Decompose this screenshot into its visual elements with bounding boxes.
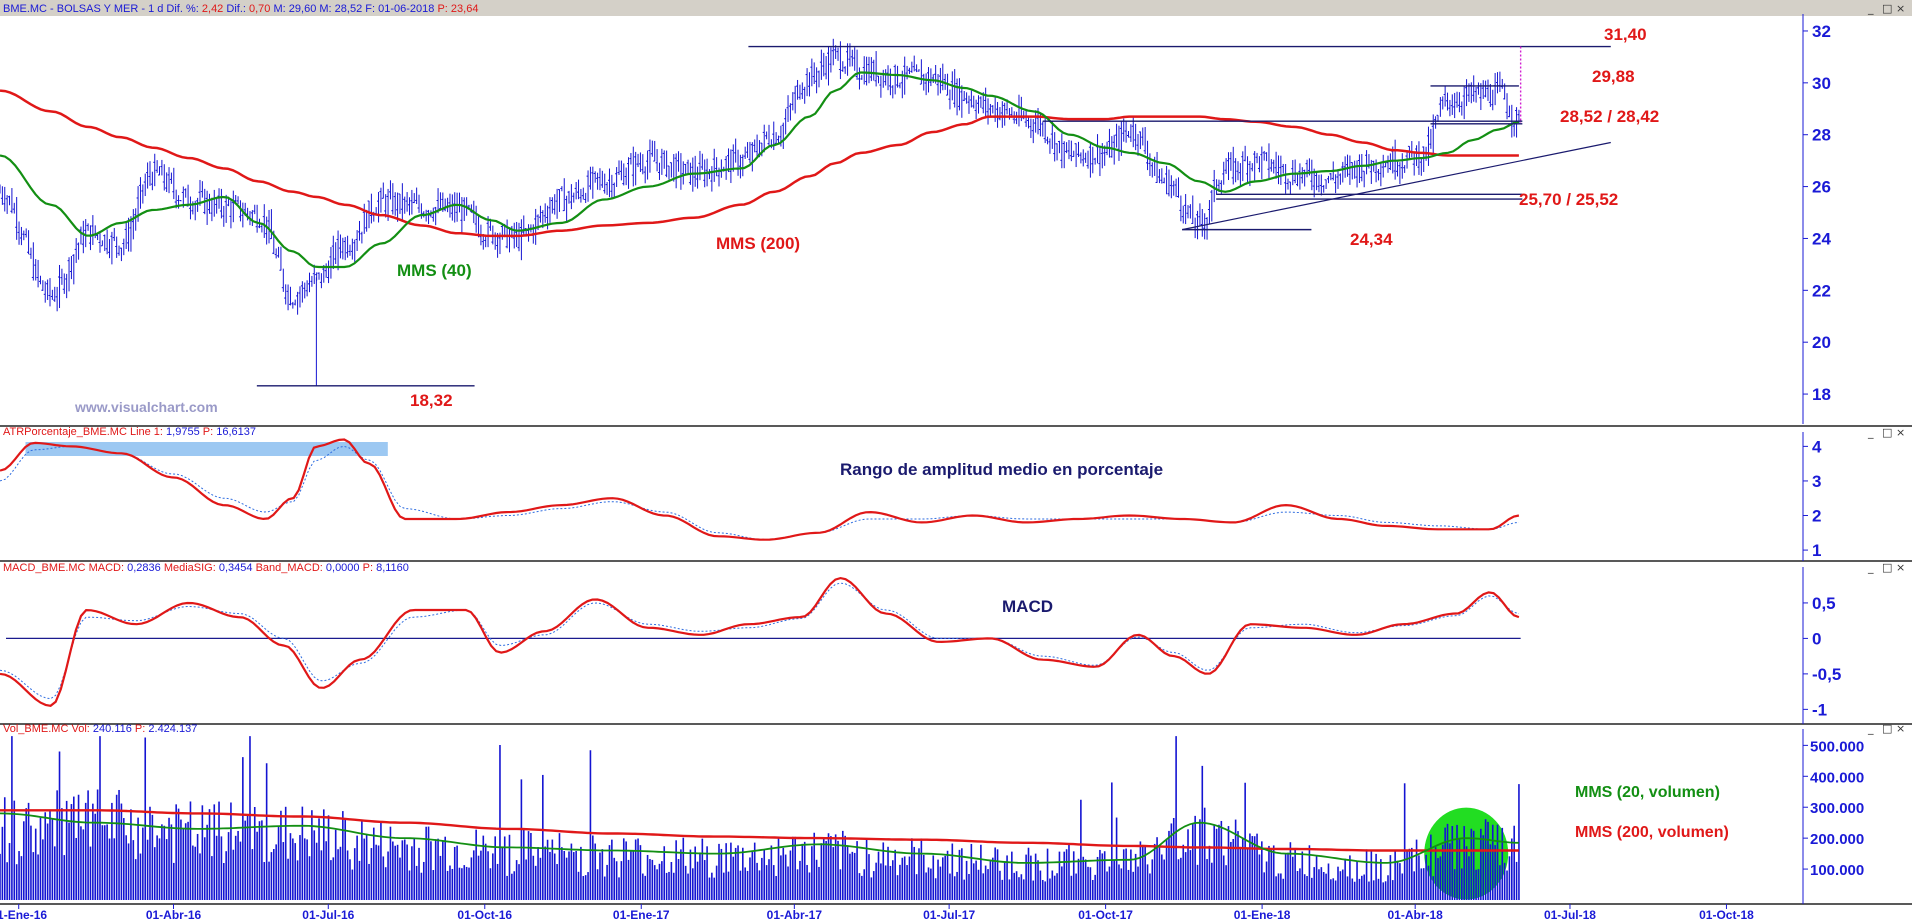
y-tick-label: 500.000 [1810, 738, 1864, 755]
mms200-line [0, 89, 1519, 238]
maximize-button[interactable]: □ [1882, 722, 1892, 735]
mms40-label: MMS (40) [397, 261, 472, 280]
level-label-2852: 28,52 / 28,42 [1560, 107, 1659, 126]
y-tick-label: 20 [1812, 333, 1831, 352]
y-tick-label: 32 [1812, 22, 1831, 41]
level-label-1832: 18,32 [410, 391, 453, 410]
y-tick-label: -0,5 [1812, 665, 1841, 684]
mms200-label: MMS (200) [716, 234, 800, 253]
level-label-2434: 24,34 [1350, 230, 1393, 249]
x-tick-label: 01-Jul-17 [923, 908, 975, 922]
price-header: BME.MC - BOLSAS Y MER - 1 d Dif. %: 2,42… [3, 3, 478, 15]
macd-window-controls: _ □ × [1867, 561, 1905, 574]
y-tick-label: 3 [1812, 472, 1821, 491]
atr-avg-line [0, 445, 1519, 541]
vol-window-controls: _ □ × [1867, 722, 1905, 735]
price-annotations: 31,40 29,88 28,52 / 28,42 25,70 / 25,52 … [74, 25, 1659, 415]
atr-title: Rango de amplitud medio en porcentaje [840, 460, 1163, 479]
x-tick-label: 01-Ene-16 [0, 908, 47, 922]
maximize-button[interactable]: □ [1882, 2, 1892, 15]
x-tick-label: 01-Ene-18 [1234, 908, 1291, 922]
y-tick-label: 22 [1812, 281, 1831, 300]
y-tick-label: 18 [1812, 385, 1831, 404]
atr-header: ATRPorcentaje_BME.MC Line 1: 1,9755 P: 1… [3, 426, 256, 438]
vol-mms20-line [0, 812, 1519, 864]
volume-panel [0, 736, 1520, 900]
vol-mms20-label: MMS (20, volumen) [1575, 784, 1720, 801]
y-tick-label: 30 [1812, 74, 1831, 93]
x-tick-label: 01-Jul-16 [302, 908, 354, 922]
maximize-button[interactable]: □ [1882, 426, 1892, 439]
atr-highlight [25, 442, 388, 456]
y-tick-label: 2 [1812, 507, 1821, 526]
macd-signal-line [0, 582, 1520, 700]
close-button[interactable]: × [1896, 426, 1905, 439]
close-button[interactable]: × [1896, 561, 1905, 574]
volume-header: Vol_BME.MC Vol: 240.116 P: 2.424.137 [3, 723, 197, 735]
macd-panel [0, 576, 1521, 707]
level-label-2988: 29,88 [1592, 67, 1635, 86]
y-tick-label: 4 [1812, 437, 1822, 456]
triangle-support-line [1182, 141, 1611, 231]
x-tick-label: 01-Oct-18 [1699, 908, 1754, 922]
close-button[interactable]: × [1896, 722, 1905, 735]
minimize-button[interactable]: _ [1867, 2, 1874, 15]
level-label-3140: 31,40 [1604, 25, 1647, 44]
close-button[interactable]: × [1896, 2, 1905, 15]
y-tick-label: 100.000 [1810, 862, 1864, 879]
y-tick-label: 1 [1812, 541, 1821, 560]
x-tick-label: 01-Abr-18 [1388, 908, 1444, 922]
y-tick-label: 28 [1812, 126, 1831, 145]
x-tick-label: 01-Jul-18 [1544, 908, 1596, 922]
header-strip [0, 0, 1912, 16]
y-tick-label: 26 [1812, 178, 1831, 197]
vol-mms200-label: MMS (200, volumen) [1575, 824, 1729, 841]
panel-frames [0, 14, 1912, 905]
watermark: www.visualchart.com [74, 399, 218, 415]
macd-line [0, 576, 1520, 707]
minimize-button[interactable]: _ [1867, 426, 1874, 439]
minimize-button[interactable]: _ [1867, 722, 1874, 735]
x-tick-label: 01-Abr-16 [146, 908, 202, 922]
atr-window-controls: _ □ × [1867, 426, 1905, 439]
mms40-line [0, 71, 1520, 269]
x-tick-label: 01-Ene-17 [613, 908, 670, 922]
price-window-controls: _ □ × [1867, 2, 1905, 15]
y-tick-label: 0,5 [1812, 594, 1836, 613]
x-tick-label: 01-Oct-16 [457, 908, 512, 922]
macd-title: MACD [1002, 597, 1053, 616]
atr-panel [0, 438, 1520, 541]
y-tick-label: 400.000 [1810, 769, 1864, 786]
y-tick-label: 0 [1812, 629, 1821, 648]
y-tick-label: -1 [1812, 700, 1827, 719]
y-tick-label: 24 [1812, 229, 1831, 248]
x-tick-label: 01-Abr-17 [767, 908, 823, 922]
axis-ticks: 18 20 22 24 26 28 30 32 1 2 3 4 0,5 0 -0,5 -1 100.000 200… [0, 22, 1864, 922]
minimize-button[interactable]: _ [1867, 561, 1874, 574]
y-tick-label: 200.000 [1810, 831, 1864, 848]
x-tick-label: 01-Oct-17 [1078, 908, 1133, 922]
maximize-button[interactable]: □ [1882, 561, 1892, 574]
y-tick-label: 300.000 [1810, 800, 1864, 817]
macd-header: MACD_BME.MC MACD: 0,2836 MediaSIG: 0,345… [3, 562, 409, 574]
atr-line [0, 438, 1520, 541]
price-panel [0, 38, 1611, 387]
level-label-2570: 25,70 / 25,52 [1519, 190, 1618, 209]
